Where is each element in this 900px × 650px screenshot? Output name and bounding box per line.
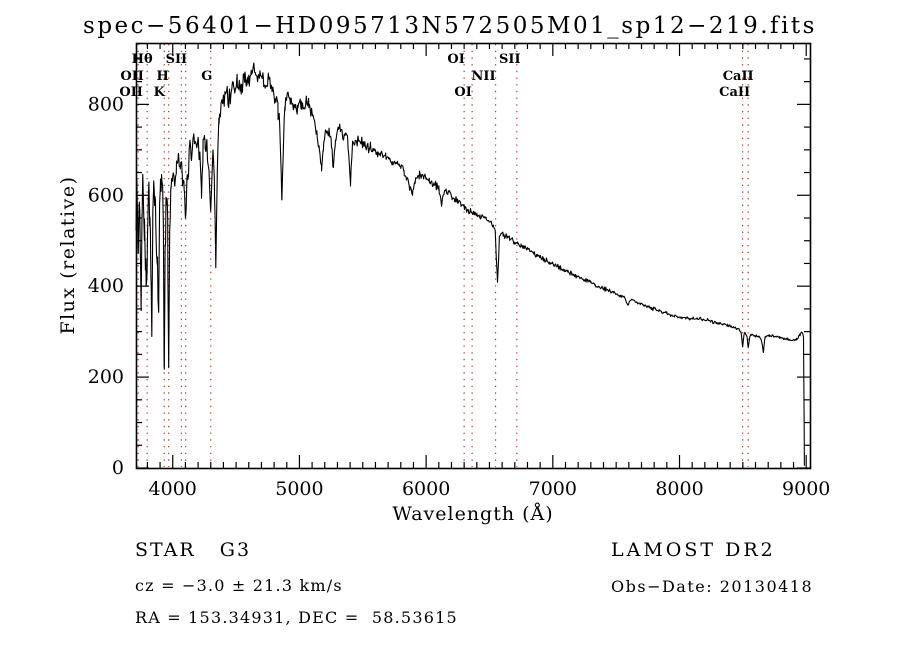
plot-box: [135, 42, 812, 470]
line-label-oi: OI: [447, 52, 464, 67]
x-tick-label: 9000: [782, 478, 830, 500]
line-label-caii: CaII: [723, 69, 754, 84]
ra-dec-text: RA = 153.34931, DEC = 58.53615: [135, 608, 458, 627]
y-tick-label: 800: [88, 93, 124, 115]
x-tick-label: 4000: [149, 478, 197, 500]
line-label-h: H: [157, 69, 169, 84]
line-label-sii: SII: [166, 52, 188, 67]
x-tick-label: 5000: [275, 478, 323, 500]
x-axis-label: Wavelength (Å): [392, 503, 554, 525]
line-label-nii: NII: [472, 69, 496, 84]
cz-velocity-text: cz = −3.0 ± 21.3 km/s: [135, 576, 343, 595]
y-tick-label: 600: [88, 184, 124, 206]
line-label-oi: OI: [454, 85, 471, 100]
x-tick-label: 8000: [655, 478, 703, 500]
line-label-hθ: Hθ: [132, 52, 153, 67]
y-tick-label: 0: [112, 457, 124, 479]
y-tick-label: 400: [88, 275, 124, 297]
x-tick-label: 6000: [402, 478, 450, 500]
object-class-label: STAR G3: [135, 539, 252, 561]
obs-date-text: Obs−Date: 20130418: [611, 577, 814, 596]
line-label-k: K: [154, 85, 166, 100]
survey-release-label: LAMOST DR2: [611, 539, 776, 561]
line-label-oii: OII: [120, 69, 144, 84]
line-label-caii: CaII: [719, 85, 750, 100]
y-tick-label: 200: [88, 366, 124, 388]
spectrum-trace: [135, 62, 805, 466]
line-label-sii: SII: [499, 52, 521, 67]
x-tick-label: 7000: [529, 478, 577, 500]
plot-title: spec−56401−HD095713N572505M01_sp12−219.f…: [83, 13, 817, 39]
line-label-g: G: [201, 69, 212, 84]
y-axis-label: Flux (relative): [57, 175, 79, 335]
